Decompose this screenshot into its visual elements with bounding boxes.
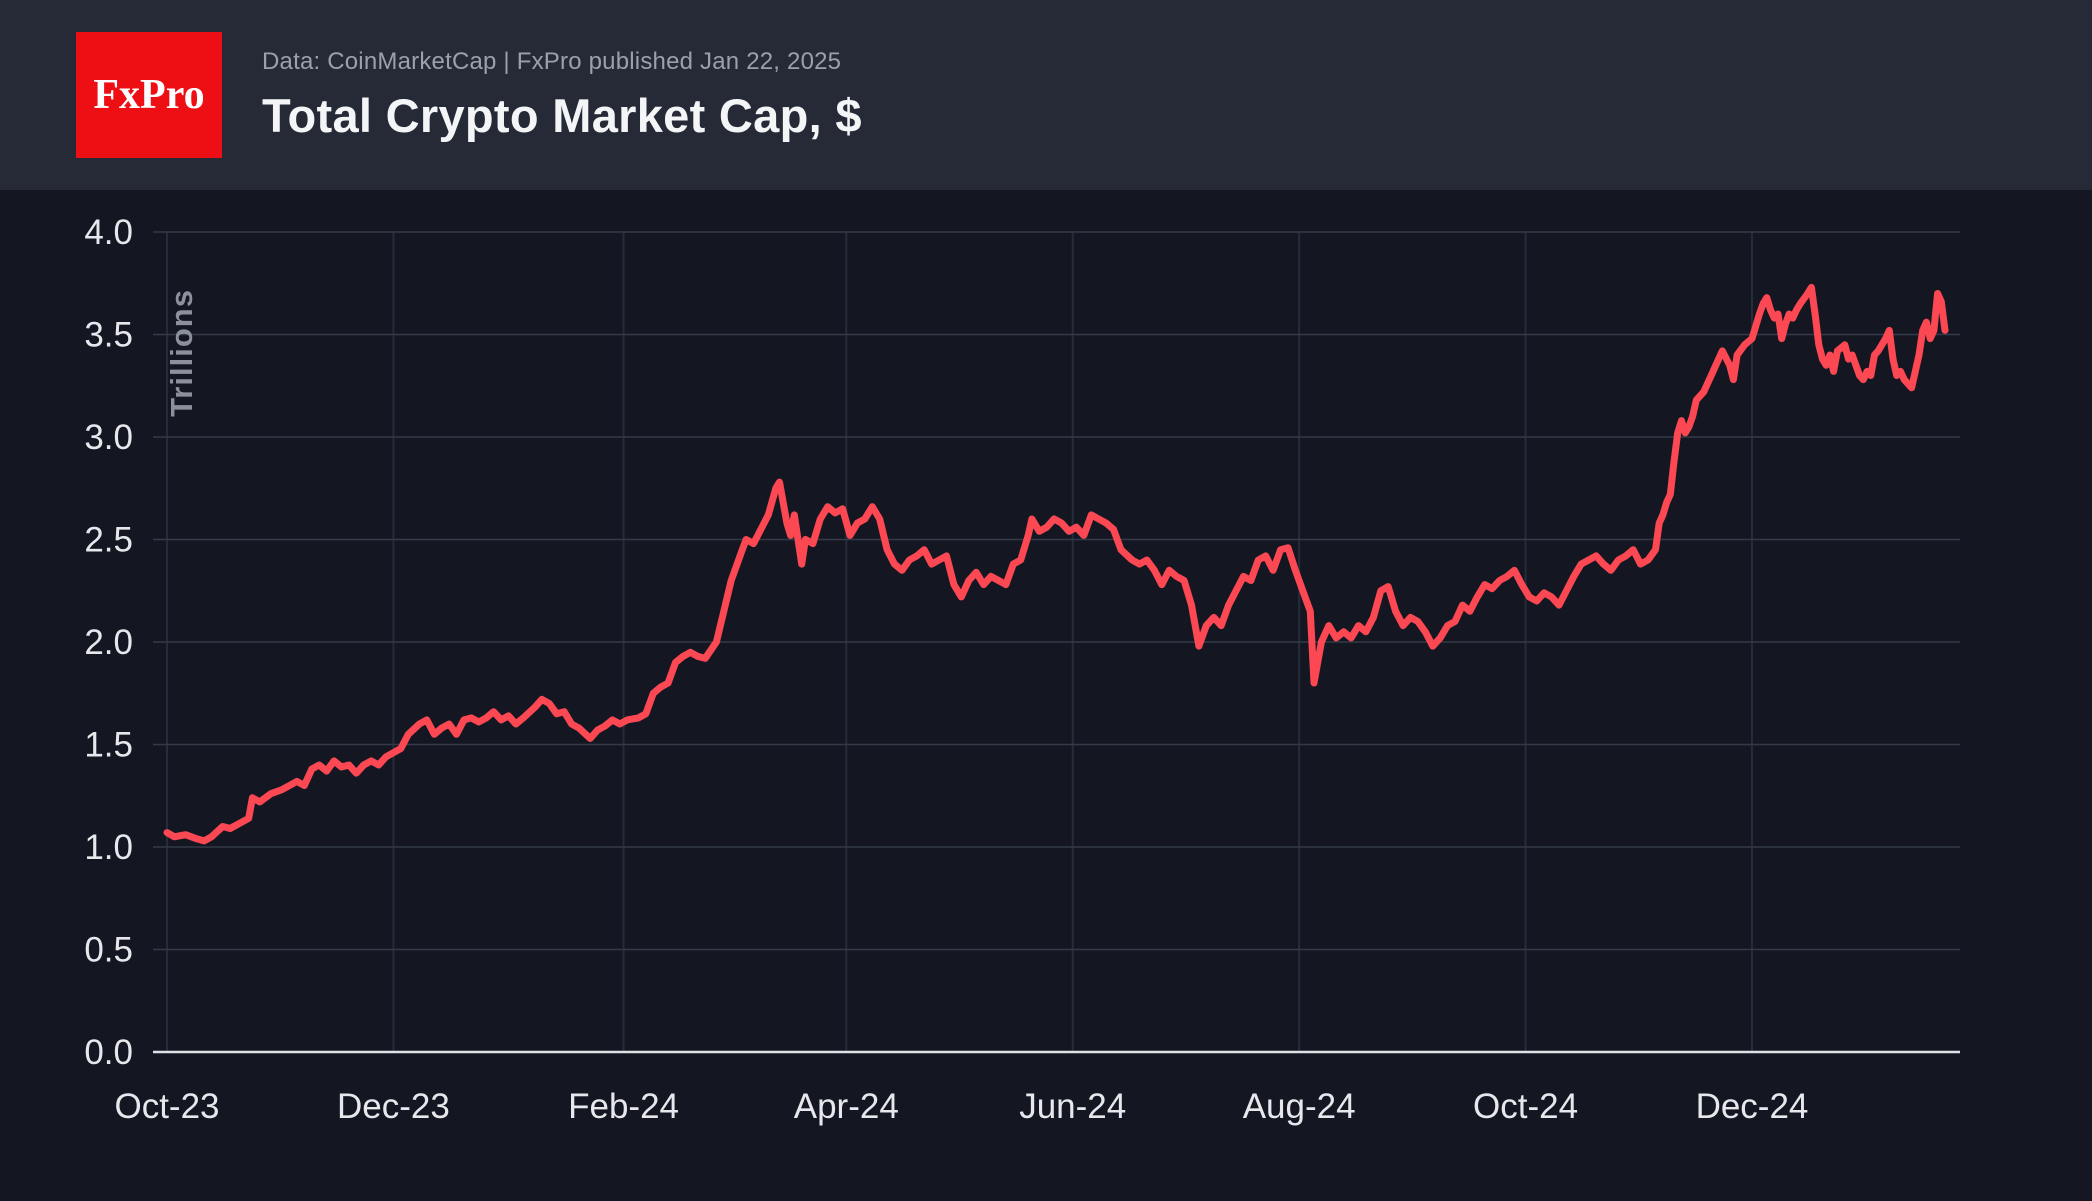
x-tick-label: Aug-24 <box>1243 1087 1356 1126</box>
series-line <box>163 283 1949 845</box>
y-tick-label: 4.0 <box>84 213 133 252</box>
x-tick-label: Oct-23 <box>114 1087 219 1126</box>
fxpro-logo: FxPro <box>76 32 222 158</box>
x-tick-label: Jun-24 <box>1019 1087 1126 1126</box>
fxpro-logo-text: FxPro <box>93 72 205 118</box>
x-tick-label: Oct-24 <box>1473 1087 1578 1126</box>
x-tick-label: Dec-23 <box>337 1087 450 1126</box>
y-tick-label: 2.5 <box>84 521 133 560</box>
y-tick-label: 0.5 <box>84 931 133 970</box>
chart-area: 0.0 0.5 1.0 1.5 2.0 2.5 3.0 3.5 4.0 Oct-23 Dec-23 F… <box>0 190 2092 1196</box>
x-tick-label: Feb-24 <box>568 1087 679 1126</box>
x-tick-label: Apr-24 <box>794 1087 899 1126</box>
y-tick-label: 2.0 <box>84 623 133 662</box>
header-bar: FxPro Data: CoinMarketCap | FxPro publis… <box>0 0 2092 190</box>
y-tick-label: 1.0 <box>84 828 133 867</box>
y-tick-label: 3.5 <box>84 316 133 355</box>
y-tick-label: 1.5 <box>84 726 133 765</box>
x-tick-label: Dec-24 <box>1696 1087 1809 1126</box>
header-text-block: Data: CoinMarketCap | FxPro published Ja… <box>262 48 862 143</box>
market-cap-chart: 0.0 0.5 1.0 1.5 2.0 2.5 3.0 3.5 4.0 Oct-23 Dec-23 F… <box>84 213 1960 1126</box>
y-tick-label: 3.0 <box>84 418 133 457</box>
data-source-line: Data: CoinMarketCap | FxPro published Ja… <box>262 47 842 75</box>
y-tick-label: 0.0 <box>84 1033 133 1072</box>
page-title: Total Crypto Market Cap, $ <box>262 88 862 142</box>
y-axis-unit-label: Trillions <box>164 289 199 417</box>
